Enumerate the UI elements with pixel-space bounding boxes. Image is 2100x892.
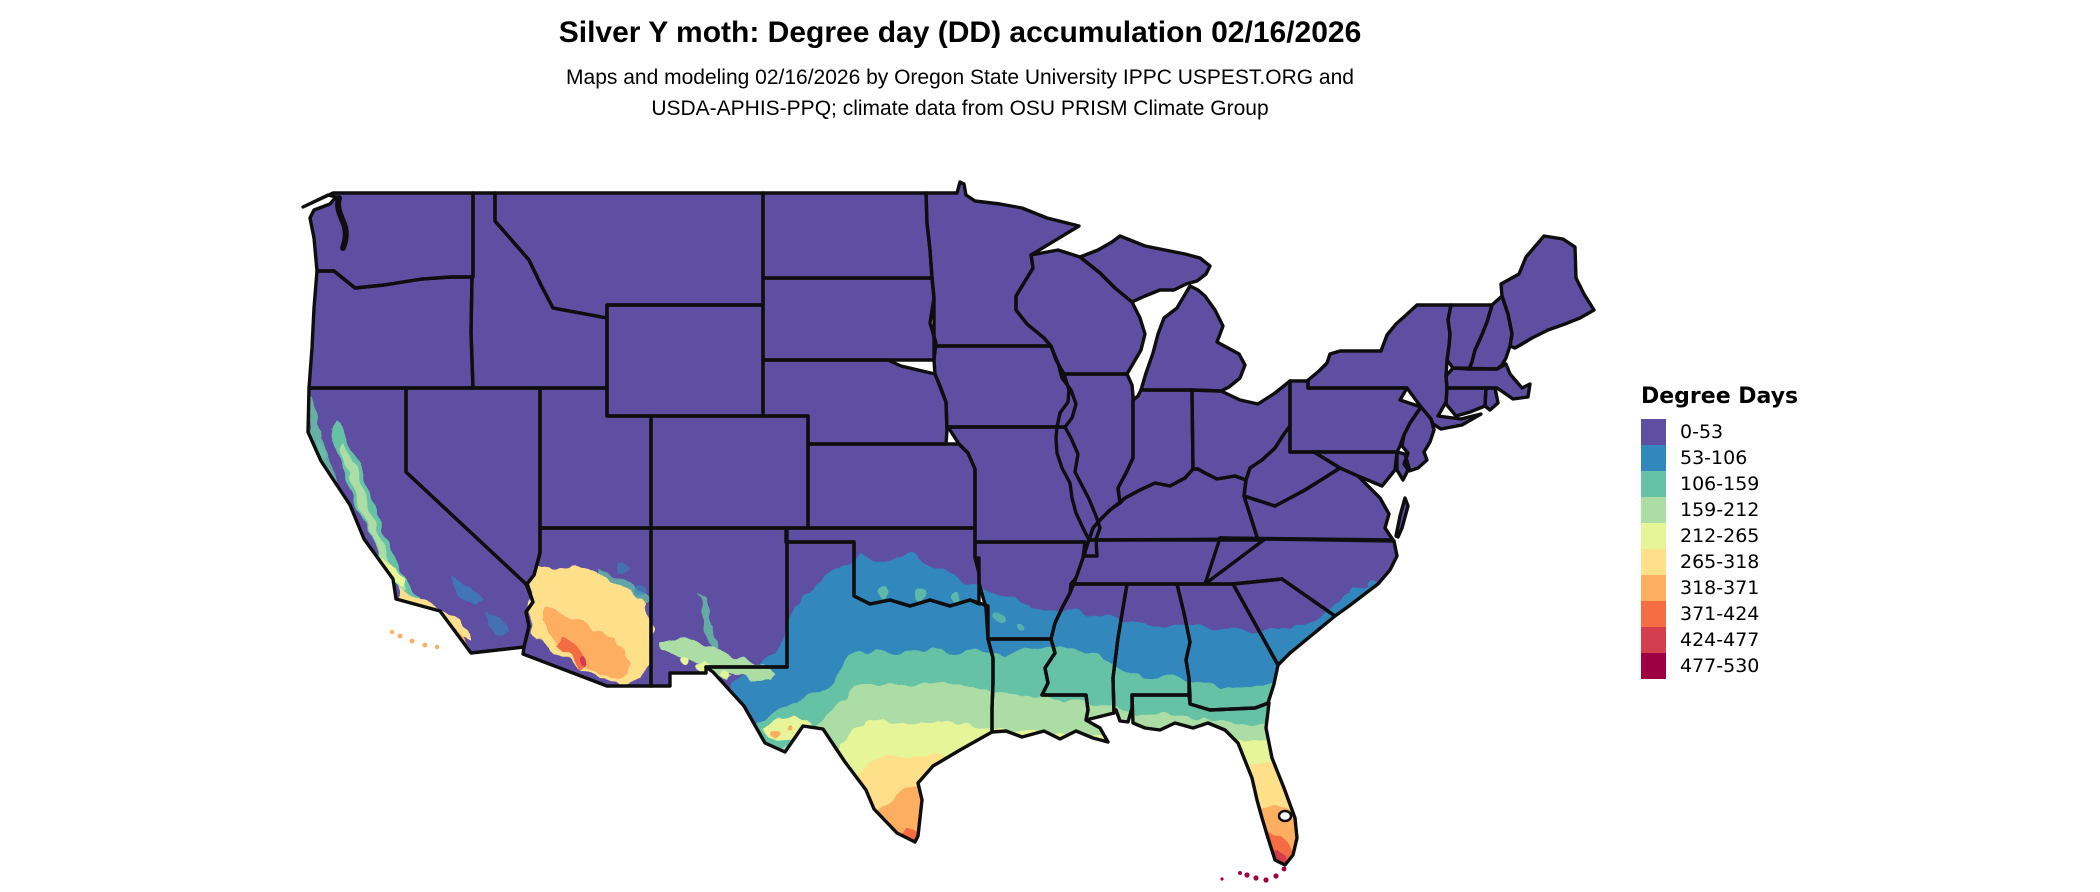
legend-item: 106-159 — [1641, 471, 1798, 497]
legend-swatch — [1641, 471, 1666, 497]
subtitle: Maps and modeling 02/16/2026 by Oregon S… — [0, 62, 1920, 124]
legend-item: 265-318 — [1641, 549, 1798, 575]
legend-item: 0-53 — [1641, 419, 1798, 445]
puget-sound — [335, 195, 349, 251]
legend-item-label: 424-477 — [1680, 629, 1760, 651]
legend-item-label: 212-265 — [1680, 525, 1760, 547]
page-title: Silver Y moth: Degree day (DD) accumulat… — [558, 16, 1362, 49]
legend-item-label: 265-318 — [1680, 551, 1760, 573]
channel-islands — [389, 629, 440, 650]
legend-swatch — [1641, 653, 1666, 679]
subtitle-line-1: Maps and modeling 02/16/2026 by Oregon S… — [566, 66, 1354, 89]
legend-item: 212-265 — [1641, 523, 1798, 549]
legend-item-label: 318-371 — [1680, 577, 1760, 599]
legend: Degree Days 0-53 53-106 106-159 159-212 212-… — [1641, 384, 1798, 679]
legend-item-label: 477-530 — [1680, 655, 1760, 677]
legend-swatch — [1641, 575, 1666, 601]
band-424-477 — [909, 841, 1289, 865]
legend-swatch — [1641, 419, 1666, 445]
us-degree-day-map — [300, 138, 1630, 892]
band-0-53 — [303, 182, 1594, 865]
legend-item: 477-530 — [1641, 653, 1798, 679]
legend-swatch — [1641, 523, 1666, 549]
legend-swatch — [1641, 497, 1666, 523]
legend-item: 318-371 — [1641, 575, 1798, 601]
patch-az-deep-orange — [556, 638, 588, 668]
legend-swatch — [1641, 627, 1666, 653]
legend-item: 371-424 — [1641, 601, 1798, 627]
legend-swatch — [1641, 601, 1666, 627]
legend-item: 53-106 — [1641, 445, 1798, 471]
map-svg — [301, 180, 1596, 883]
legend-item: 424-477 — [1641, 627, 1798, 653]
degree-day-raster — [303, 182, 1594, 865]
patch-foothill-blue — [450, 562, 645, 636]
lake-okeechobee — [1277, 809, 1293, 823]
band-371-424 — [890, 826, 1292, 865]
subtitle-line-2: USDA-APHIS-PPQ; climate data from OSU PR… — [651, 97, 1269, 120]
legend-item: 159-212 — [1641, 497, 1798, 523]
legend-item-label: 0-53 — [1680, 421, 1724, 443]
florida-keys — [1220, 866, 1287, 883]
legend-item-label: 159-212 — [1680, 499, 1760, 521]
legend-swatch — [1641, 549, 1666, 575]
legend-item-label: 106-159 — [1680, 473, 1760, 495]
legend-item-label: 371-424 — [1680, 603, 1760, 625]
title-block: Silver Y moth: Degree day (DD) accumulat… — [0, 16, 1920, 124]
legend-items: 0-53 53-106 106-159 159-212 212-265 265-318 31… — [1641, 419, 1798, 679]
legend-item-label: 53-106 — [1680, 447, 1748, 469]
legend-title: Degree Days — [1641, 384, 1799, 409]
legend-swatch — [1641, 445, 1666, 471]
